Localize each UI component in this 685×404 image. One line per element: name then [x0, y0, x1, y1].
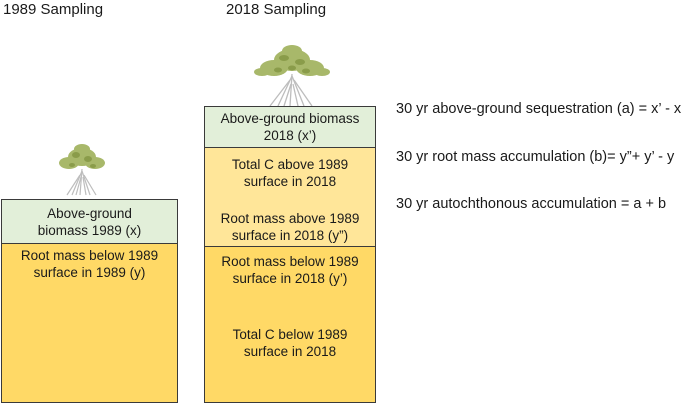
above-1989-surface-area	[204, 147, 376, 247]
root-mass-above-line2: surface in 2018 (y”)	[231, 228, 349, 243]
total-c-below-line2: surface in 2018	[243, 344, 337, 359]
root-mass-below-1989-line1: Root mass below 1989	[20, 248, 159, 263]
root-mass-below-1989-2018-label: Root mass below 1989 surface in 2018 (y’…	[204, 253, 376, 287]
equation-autochthonous-accumulation: 30 yr autochthonous accumulation = a + b	[396, 196, 667, 212]
above-ground-biomass-2018-line1: Above-ground biomass	[220, 111, 360, 126]
root-mass-below-2018-line1: Root mass below 1989	[221, 254, 359, 269]
root-mass-below-1989-line2: surface in 1989 (y)	[33, 265, 146, 280]
root-mass-above-line1: Root mass above 1989	[220, 211, 360, 226]
root-mass-above-1989-label: Root mass above 1989 surface in 2018 (y”…	[204, 210, 376, 244]
above-ground-biomass-2018-box: Above-ground biomass 2018 (x’)	[204, 106, 376, 148]
total-c-above-line1: Total C above 1989	[231, 157, 349, 172]
heading-1989-sampling: 1989 Sampling	[3, 1, 104, 18]
equation-root-mass-accumulation: 30 yr root mass accumulation (b)= y”+ y’…	[396, 149, 675, 165]
total-c-below-line1: Total C below 1989	[232, 327, 348, 342]
above-ground-biomass-1989-line1: Above-ground	[47, 205, 132, 221]
root-mass-below-1989-box: Root mass below 1989 surface in 1989 (y)	[1, 243, 178, 403]
equation-above-ground-sequestration: 30 yr above-ground sequestration (a) = x…	[396, 101, 682, 117]
total-c-above-1989-label: Total C above 1989 surface in 2018	[204, 156, 376, 190]
root-mass-below-2018-line2: surface in 2018 (y’)	[232, 271, 348, 286]
above-ground-biomass-1989-line2: biomass 1989 (x)	[37, 222, 142, 238]
heading-2018-sampling: 2018 Sampling	[226, 1, 327, 18]
mangrove-tree-icon	[254, 45, 330, 107]
below-1989-surface-area	[204, 246, 376, 403]
above-ground-biomass-1989-cell: Above-ground biomass 1989 (x)	[1, 199, 178, 244]
total-c-above-line2: surface in 2018	[243, 174, 337, 189]
mangrove-tree-icon	[59, 144, 105, 196]
above-ground-biomass-2018-line2: 2018 (x’)	[263, 128, 317, 143]
total-c-below-1989-label: Total C below 1989 surface in 2018	[204, 326, 376, 360]
